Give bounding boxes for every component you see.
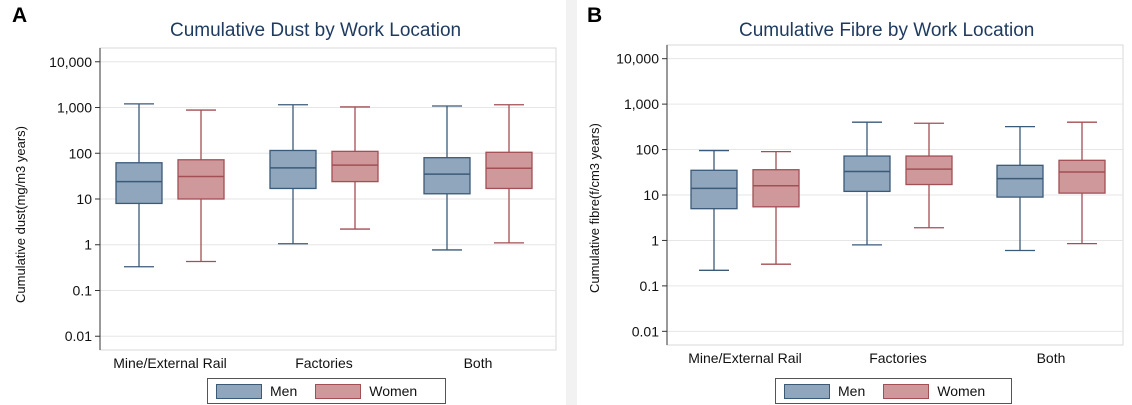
legend-label-women: Women [937,383,986,399]
legend-swatch-men [216,383,262,399]
iqr-box [843,155,891,193]
x-category-label: Mine/External Rail [113,355,227,371]
y-tick-label: 0.01 [65,328,92,344]
x-category-label: Both [464,355,493,371]
x-category-label: Both [1037,350,1066,366]
y-tick-label: 10,000 [49,54,92,70]
iqr-box [115,162,163,205]
y-tick-label: 10 [76,191,92,207]
panel-a: 0.01 0.1 1 10 100 1,000 10,000 Mine/External Ra… [12,4,557,404]
y-tick-label: 10,000 [616,51,659,67]
legend-swatch-men [784,383,830,399]
legend-item-men: Men [216,383,297,399]
iqr-box [177,159,225,200]
y-tick-label: 1,000 [624,96,659,112]
y-tick-label: 1 [84,237,92,253]
y-tick-label: 0.1 [73,282,93,298]
box-men [269,104,317,245]
y-tick-label: 10 [643,187,659,203]
chart-b-legend: Men Women [775,378,1012,404]
legend-label-men: Men [270,383,298,399]
iqr-box [269,149,317,190]
box-women [752,150,800,265]
iqr-box [752,169,800,208]
iqr-box [485,151,533,190]
legend-label-women: Women [369,383,418,399]
iqr-box [996,164,1044,198]
box-men [690,149,738,271]
iqr-box [690,169,738,210]
iqr-box [905,155,953,186]
legend-swatch-women [315,383,362,399]
panel-b: 0.01 0.1 1 10 100 1,000 10,000 Mine/External Ra… [577,0,1132,405]
iqr-box [331,150,379,183]
box-men [115,103,163,268]
chart-a-ylabel: Cumulative dust(mg/m3 years) [13,126,28,303]
x-category-label: Factories [869,350,927,366]
y-tick-label: 0.01 [632,323,659,339]
box-women [177,109,225,263]
legend-swatch-women [883,383,930,399]
y-tick-label: 100 [69,145,93,161]
panel-b-letter: B [587,4,603,27]
y-tick-label: 100 [636,142,660,158]
y-tick-label: 1 [651,232,659,248]
box-men [843,121,891,246]
panel-a-letter: A [12,4,28,27]
chart-a-legend: Men Women [207,378,446,404]
y-tick-label: 0.1 [640,278,660,294]
chart-a-title: Cumulative Dust by Work Location [170,20,462,41]
chart-b-title: Cumulative Fibre by Work Location [739,20,1035,41]
x-category-label: Factories [295,355,353,371]
box-women [485,104,533,244]
chart-b-plot: 0.01 0.1 1 10 100 1,000 10,000 Mine/External Ra… [616,44,1124,366]
y-tick-label: 1,000 [57,100,92,116]
box-women [905,122,953,229]
box-women [1058,121,1106,245]
legend-label-men: Men [838,383,866,399]
legend-item-women: Women [883,383,985,399]
box-men [996,125,1044,252]
panel-divider [566,0,577,405]
box-men [423,105,471,251]
iqr-box [423,157,471,195]
legend-item-men: Men [784,383,865,399]
chart-a-plot: 0.01 0.1 1 10 100 1,000 10,000 Mine/External Ra… [49,47,557,371]
legend-item-women: Women [315,383,417,399]
iqr-box [1058,159,1106,194]
x-category-label: Mine/External Rail [688,350,802,366]
box-women [331,106,379,230]
chart-b-ylabel: Cumulative fibre(f/cm3 years) [587,123,602,293]
